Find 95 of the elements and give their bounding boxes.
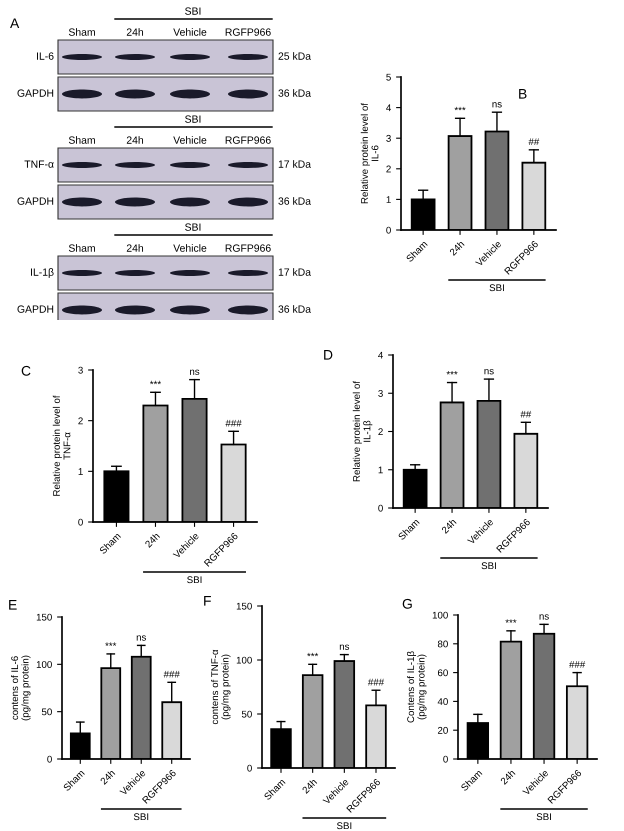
y-tick-label: 2 [386, 166, 391, 172]
y-tick-label: 0 [386, 226, 391, 234]
y-tick-label: 60 [438, 669, 448, 676]
x-tick-label: 24h [448, 240, 465, 256]
y-tick-label: 0 [378, 504, 383, 512]
y-tick-label: 0 [443, 756, 448, 763]
chart-title: G [402, 598, 412, 609]
text: Sham [68, 28, 95, 36]
y-tick-label: 1 [378, 466, 383, 474]
y-tick-label: 1 [78, 468, 83, 475]
text: IL-6 [37, 52, 54, 60]
y-tick-label: 150 [236, 602, 252, 610]
annotation: *** [505, 619, 516, 623]
y-tick-label: 5 [386, 74, 391, 81]
annotation: ns [190, 370, 200, 375]
text: Sham [68, 136, 95, 144]
text: GAPDH [17, 305, 54, 313]
chart-title: D [324, 350, 332, 360]
annotation: *** [105, 642, 116, 646]
annotation: *** [454, 106, 466, 110]
annotation: *** [150, 380, 161, 384]
text: SBI [536, 813, 551, 820]
annotation: ns [484, 369, 494, 374]
y-tick-label: 20 [438, 726, 448, 734]
y-tick-label: 3 [78, 366, 83, 374]
text: Vehicle [173, 136, 206, 144]
text: 24h [126, 136, 144, 144]
y-axis-title: Relative protein level of IL-1β [352, 380, 372, 482]
y-tick-label: 0 [78, 518, 83, 526]
text: SBI [490, 284, 504, 292]
text: SBI [185, 115, 200, 123]
y-tick-label: 80 [438, 640, 448, 648]
text: 36 kDa [278, 197, 312, 205]
x-tick-label: 24h [440, 518, 457, 534]
y-tick-label: 2 [378, 428, 383, 436]
x-tick-label: 24h [302, 778, 318, 794]
y-tick-label: 2 [78, 417, 83, 424]
y-tick-label: 100 [236, 656, 252, 664]
text: 17 kDa [278, 268, 312, 276]
y-tick-label: 150 [36, 614, 52, 621]
chart-title: F [204, 596, 211, 606]
text: SBI [482, 562, 496, 570]
y-axis-title: contens of IL-6 (pg/mg protein) [10, 656, 31, 720]
y-tick-label: 3 [378, 390, 383, 397]
text: SBI [336, 822, 352, 830]
y-axis-title: Contens of IL-1β (pg/mg protein) [406, 651, 427, 723]
text: A [10, 18, 20, 28]
text: SBI [185, 223, 200, 231]
y-tick-label: 1 [386, 196, 391, 203]
annotation: ns [492, 102, 502, 108]
annotation: ns [136, 635, 146, 641]
annotation: ## [528, 138, 540, 146]
text: 24h [126, 28, 144, 36]
y-axis-title: Relative protein level of TNF-α [52, 395, 70, 496]
text: SBI [185, 7, 200, 15]
y-tick-label: 0 [247, 764, 252, 772]
x-tick-label: 24h [144, 532, 160, 548]
chart-title: E [9, 600, 17, 610]
text: RGFP966 [226, 28, 271, 36]
y-tick-label: 100 [432, 612, 448, 619]
annotation: *** [307, 652, 318, 656]
annotation: ns [340, 644, 350, 650]
text: Vehicle [173, 28, 206, 36]
y-tick-label: 50 [42, 708, 52, 716]
y-tick-label: 100 [36, 661, 52, 668]
annotation: ### [164, 670, 180, 678]
y-tick-label: 40 [438, 698, 448, 706]
x-tick-label: 24h [100, 769, 116, 785]
text: 36 kDa [278, 89, 312, 97]
text: GAPDH [17, 89, 54, 97]
annotation: *** [446, 371, 458, 374]
text: RGFP966 [226, 136, 271, 144]
text: 17 kDa [278, 160, 312, 168]
x-tick-label: 24h [500, 769, 516, 785]
text: TNF-α [24, 160, 54, 168]
text: SBI [134, 813, 148, 820]
text: 25 kDa [278, 52, 312, 60]
text: 36 kDa [278, 305, 312, 313]
text: GAPDH [17, 197, 54, 205]
y-tick-label: 3 [386, 134, 391, 142]
text: IL-1β [31, 268, 54, 278]
text: B [519, 89, 527, 99]
y-tick-label: 0 [47, 756, 52, 763]
y-tick-label: 4 [386, 104, 391, 112]
y-tick-label: 50 [242, 710, 252, 718]
annotation: ### [569, 661, 586, 668]
annotation: ## [520, 410, 532, 418]
y-axis-title: contens of TNF-α (pg/mg protein) [210, 650, 231, 724]
text: SBI [187, 576, 202, 584]
annotation: ns [540, 614, 549, 620]
y-axis-title: Relative protein level of IL-6 [360, 102, 378, 204]
annotation: ### [226, 420, 242, 427]
annotation: ### [368, 678, 384, 686]
chart-title: C [22, 366, 30, 376]
y-tick-label: 4 [378, 352, 383, 359]
